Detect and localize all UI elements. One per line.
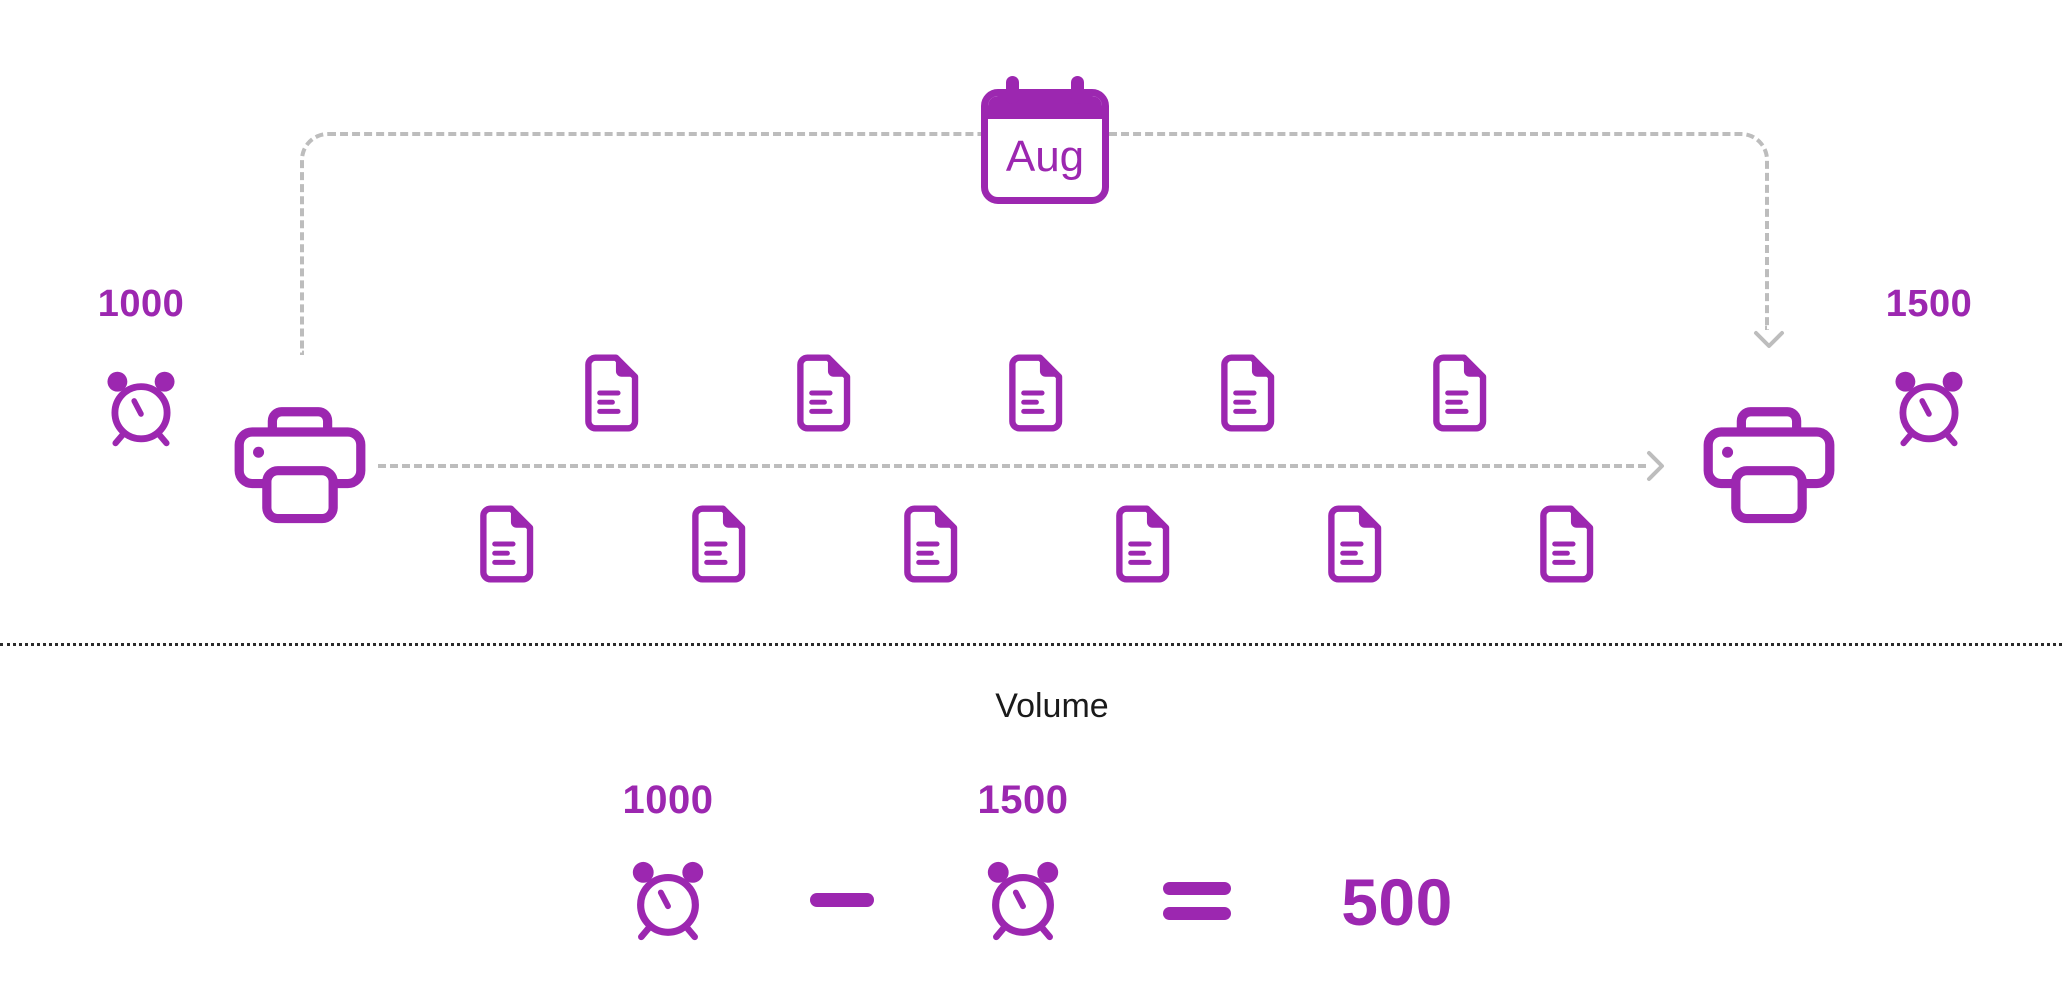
calendar-ring-left [1006, 76, 1019, 104]
connector-calendar-to-right-printer [1109, 132, 1769, 330]
start-counter-value: 1000 [97, 283, 185, 325]
calendar-month-label: Aug [1005, 132, 1085, 181]
document-icon [1212, 352, 1282, 434]
document-icon [1000, 352, 1070, 434]
arrow-down-icon [1753, 330, 1785, 350]
calendar-body: Aug [981, 89, 1109, 204]
arrow-right-icon [1646, 450, 1666, 482]
equals-icon [1163, 882, 1231, 920]
equation-start-value: 1000 [622, 778, 714, 822]
documents-bottom-row [471, 503, 1601, 585]
alarm-clock-icon [626, 858, 710, 944]
equation-result-value: 500 [1341, 865, 1453, 939]
equals-bar-top [1163, 882, 1231, 895]
document-icon [471, 503, 541, 585]
document-icon [1531, 503, 1601, 585]
alarm-clock-icon [981, 858, 1065, 944]
document-icon [895, 503, 965, 585]
documents-top-row [576, 352, 1494, 434]
printer-icon [1699, 404, 1839, 530]
document-icon [788, 352, 858, 434]
connector-calendar-to-left-printer [300, 132, 983, 355]
equation-end-value: 1500 [977, 778, 1069, 822]
equals-bar-bottom [1163, 907, 1231, 920]
document-icon [1424, 352, 1494, 434]
volume-section-label: Volume [995, 687, 1109, 725]
calendar-header-band [988, 96, 1102, 119]
alarm-clock-icon [1889, 368, 1969, 450]
alarm-clock-icon [101, 368, 181, 450]
connector-left-to-right-printer [378, 464, 1646, 468]
calendar-ring-right [1071, 76, 1084, 104]
document-icon [576, 352, 646, 434]
end-counter-value: 1500 [1885, 283, 1973, 325]
document-icon [683, 503, 753, 585]
document-icon [1107, 503, 1177, 585]
minus-icon [810, 893, 874, 907]
printer-icon [230, 404, 370, 530]
calendar-icon: Aug [981, 76, 1109, 204]
document-icon [1319, 503, 1389, 585]
section-divider [0, 643, 2062, 646]
